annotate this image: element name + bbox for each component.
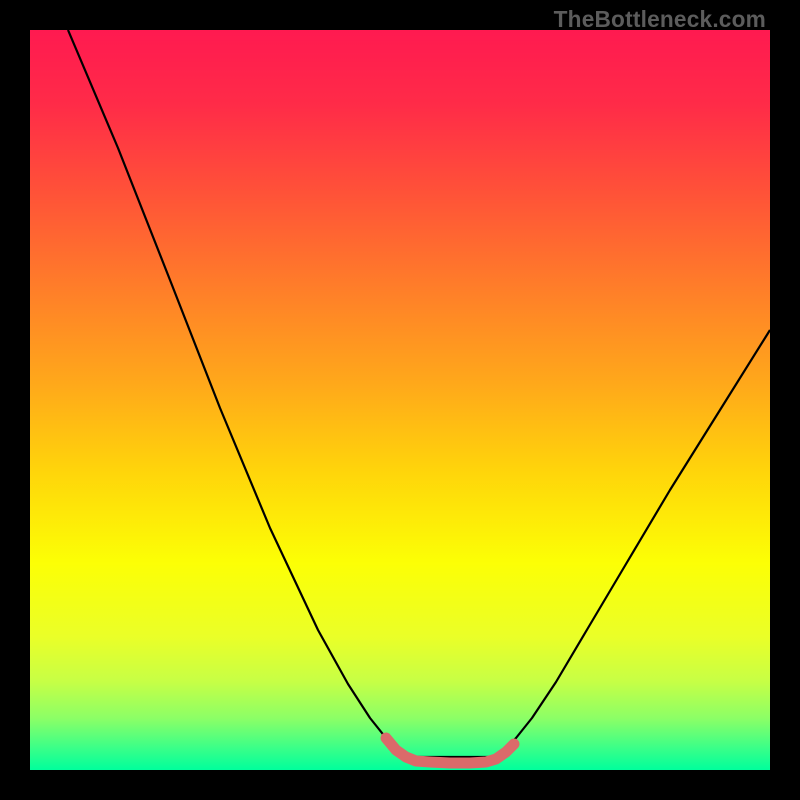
bottleneck-curve: [68, 30, 770, 758]
chart-frame: TheBottleneck.com: [0, 0, 800, 800]
bottom-highlight-curve: [386, 738, 514, 763]
plot-area: [30, 30, 770, 770]
curves-layer: [30, 30, 770, 770]
watermark-text: TheBottleneck.com: [554, 6, 766, 33]
